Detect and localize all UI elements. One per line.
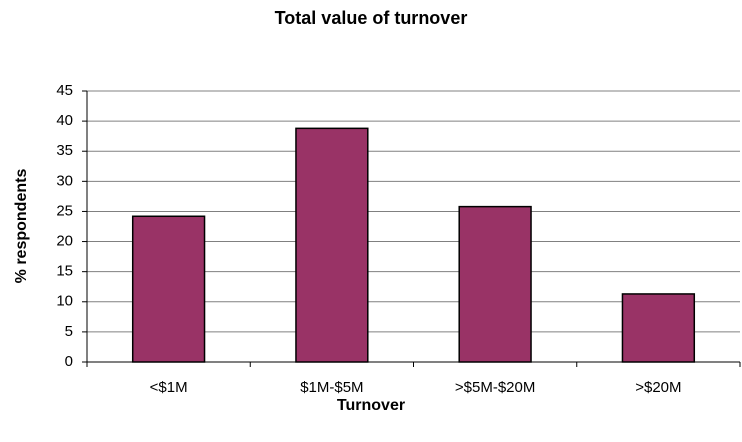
x-tick-label: >$5M-$20M — [455, 379, 535, 396]
y-tick-label: 20 — [56, 233, 73, 250]
chart-title: Total value of turnover — [275, 8, 468, 28]
x-axis-label: Turnover — [337, 397, 405, 414]
x-tick-label: $1M-$5M — [300, 379, 363, 396]
x-tick-label: >$20M — [635, 379, 681, 396]
bar — [621, 293, 696, 363]
y-tick-label: 30 — [56, 172, 73, 189]
y-tick-label: 0 — [65, 353, 73, 370]
bar — [458, 205, 532, 363]
y-tick-label: 25 — [56, 202, 73, 219]
y-tick-label: 15 — [56, 263, 73, 280]
y-tick-label: 45 — [56, 82, 73, 99]
bar — [295, 127, 369, 363]
y-axis-label: % respondents — [13, 169, 30, 284]
y-tick-label: 10 — [56, 293, 73, 310]
bar — [131, 215, 206, 363]
y-tick-label: 5 — [65, 323, 73, 340]
y-tick-label: 35 — [56, 142, 73, 159]
y-tick-label: 40 — [56, 112, 73, 129]
x-tick-label: <$1M — [150, 379, 188, 396]
